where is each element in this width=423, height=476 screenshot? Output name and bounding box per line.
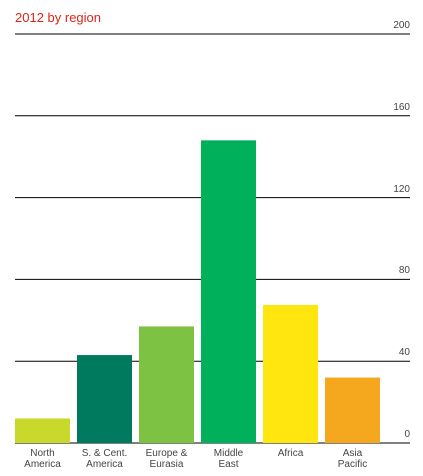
y-tick-label: 80 <box>398 265 410 277</box>
y-tick-label: 40 <box>398 347 410 359</box>
y-tick-label: 160 <box>393 101 410 113</box>
x-tick-label: S. & Cent. America <box>81 448 128 470</box>
x-tick-label: Europe & Eurasia <box>145 448 188 470</box>
y-tick-label: 200 <box>393 20 410 31</box>
chart-title: 2012 by region <box>15 10 102 25</box>
x-tick-label: Africa <box>277 448 304 459</box>
y-tick-label: 120 <box>393 183 410 195</box>
bar <box>201 140 256 443</box>
bar <box>263 304 318 443</box>
x-tick-label: Middle East <box>213 448 244 470</box>
x-tick-label: North America <box>24 448 61 470</box>
bar <box>15 418 70 443</box>
x-tick-label: Asia Pacific <box>337 448 368 470</box>
bar <box>139 326 194 443</box>
bar <box>325 377 380 443</box>
y-tick-label: 0 <box>404 429 410 440</box>
bar <box>77 355 132 443</box>
